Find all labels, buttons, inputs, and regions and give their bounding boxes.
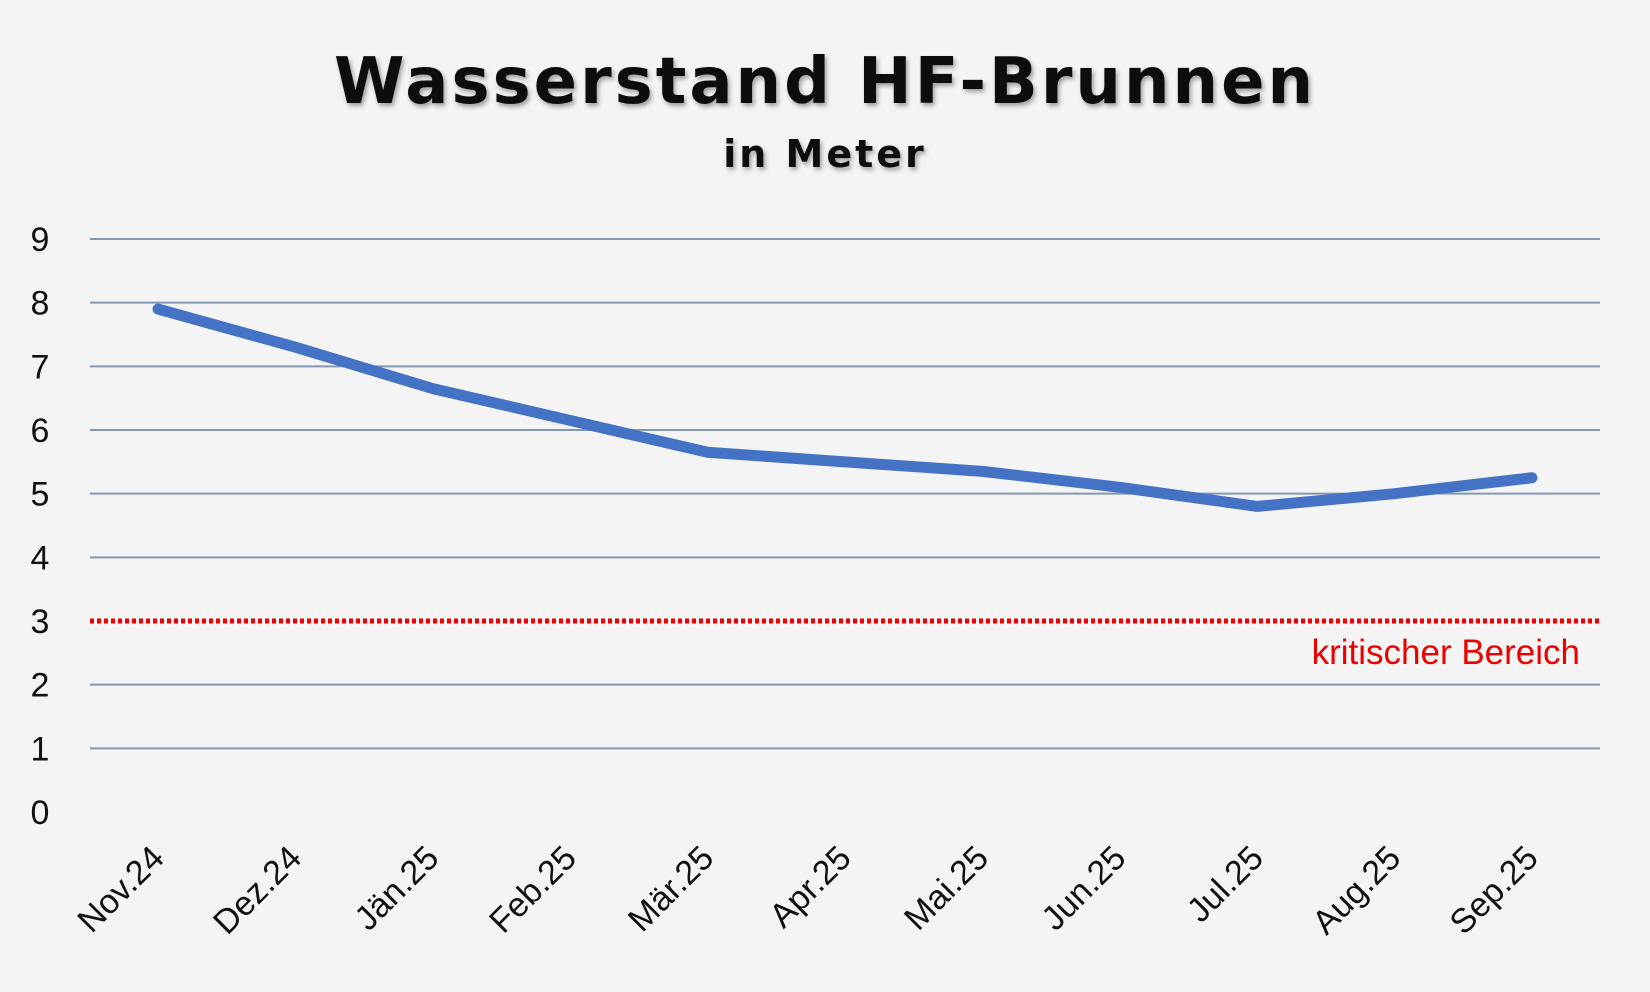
x-tick-label: Mär.25 xyxy=(621,839,721,939)
series-line xyxy=(152,303,1538,512)
y-tick-label: 5 xyxy=(31,476,50,514)
y-tick-label: 0 xyxy=(31,794,50,832)
x-tick-label: Jul.25 xyxy=(1180,839,1271,930)
y-tick-label: 8 xyxy=(31,285,50,323)
data-point xyxy=(1394,493,1396,495)
data-point xyxy=(294,346,296,348)
y-axis-ticks: 0 1 2 3 4 5 6 7 8 9 xyxy=(31,221,50,832)
y-tick-label: 6 xyxy=(31,412,50,450)
y-tick-label: 7 xyxy=(31,348,50,386)
x-tick-label: Mai.25 xyxy=(897,839,996,938)
critical-threshold: kritischer Bereich xyxy=(90,618,1600,672)
data-point xyxy=(569,419,571,421)
data-point xyxy=(844,461,846,463)
x-tick-label: Jän.25 xyxy=(347,839,446,938)
data-point xyxy=(1119,486,1121,488)
y-tick-label: 1 xyxy=(31,730,50,768)
chart-subtitle: in Meter xyxy=(723,132,927,176)
data-point xyxy=(1256,505,1258,507)
x-tick-label: Apr.25 xyxy=(762,839,858,935)
series-layer xyxy=(152,303,1538,512)
y-tick-label: 3 xyxy=(31,603,50,641)
x-tick-label: Dez.24 xyxy=(206,839,309,942)
data-point xyxy=(432,388,434,390)
x-tick-label: Aug.25 xyxy=(1305,839,1408,942)
x-tick-label: Sep.25 xyxy=(1443,839,1546,942)
x-tick-label: Nov.24 xyxy=(70,839,171,940)
critical-threshold-label: kritischer Bereich xyxy=(1312,633,1580,672)
x-tick-label: Jun.25 xyxy=(1034,839,1133,938)
data-point xyxy=(981,470,983,472)
data-point xyxy=(707,451,709,453)
chart-title: Wasserstand HF-Brunnen xyxy=(334,45,1316,119)
y-tick-label: 2 xyxy=(31,667,50,705)
y-tick-label: 9 xyxy=(31,221,50,259)
x-axis-ticks: Nov.24 Dez.24 Jän.25 Feb.25 Mär.25 Apr.25 Mai.… xyxy=(70,839,1545,942)
x-tick-label: Feb.25 xyxy=(482,839,584,941)
y-tick-label: 4 xyxy=(31,539,50,577)
data-point xyxy=(1531,477,1533,479)
data-point xyxy=(157,308,159,310)
